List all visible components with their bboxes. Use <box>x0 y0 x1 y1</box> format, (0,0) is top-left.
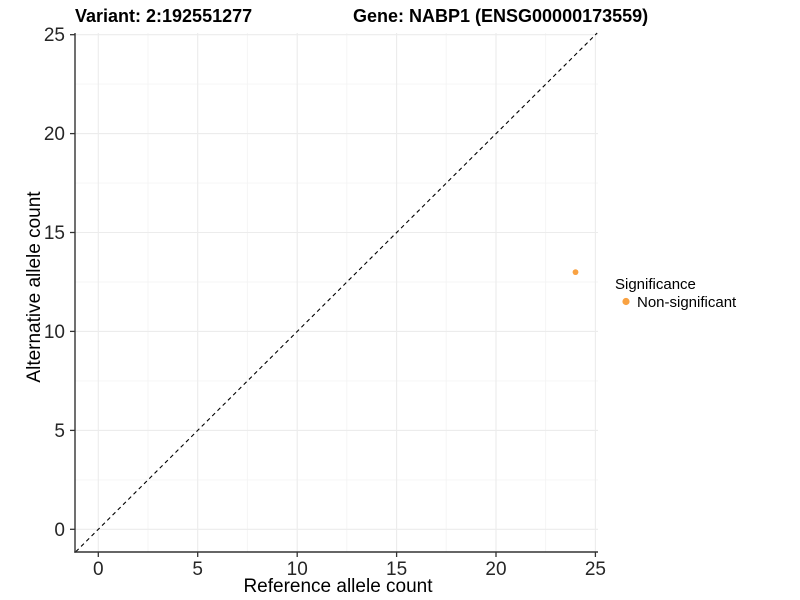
plot-title-variant: Variant: 2:192551277 <box>75 6 252 26</box>
y-tick-label: 10 <box>44 322 65 343</box>
x-tick-marks <box>97 552 597 557</box>
legend: Significance Non-significant <box>615 276 737 311</box>
plot-title-gene: Gene: NABP1 (ENSG00000173559) <box>353 6 648 26</box>
y-tick-label: 25 <box>44 25 65 46</box>
y-tick-label: 5 <box>54 421 65 442</box>
y-tick-labels: 0 5 10 15 20 25 <box>44 25 65 541</box>
x-tick-label: 25 <box>585 559 606 580</box>
x-tick-label: 5 <box>192 559 203 580</box>
legend-marker-icon <box>622 297 630 306</box>
legend-entry-label: Non-significant <box>637 294 737 311</box>
gridlines-minor <box>75 33 598 552</box>
x-tick-label: 0 <box>93 559 104 580</box>
y-tick-marks <box>70 34 75 530</box>
identity-line <box>75 32 598 553</box>
x-tick-label: 10 <box>287 559 308 580</box>
y-tick-label: 15 <box>44 223 65 244</box>
x-tick-labels: 0 5 10 15 20 25 <box>93 559 606 580</box>
legend-title: Significance <box>615 276 696 293</box>
y-tick-label: 0 <box>54 520 65 541</box>
x-tick-label: 20 <box>485 559 506 580</box>
x-tick-label: 15 <box>386 559 407 580</box>
gridlines-major <box>75 33 598 552</box>
y-tick-label: 20 <box>44 124 65 145</box>
data-point <box>572 269 579 276</box>
x-axis-title: Reference allele count <box>243 576 433 597</box>
y-axis-title: Alternative allele count <box>24 191 45 383</box>
